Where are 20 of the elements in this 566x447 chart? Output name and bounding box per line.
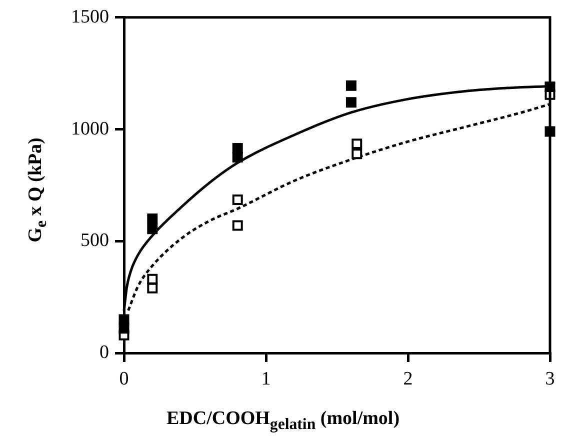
point bbox=[147, 224, 158, 234]
point bbox=[352, 138, 362, 150]
point bbox=[352, 148, 362, 160]
point bbox=[118, 323, 130, 334]
x-axis-title: EDC/COOH$_{gelatin}$ (mol/mol) bbox=[165, 408, 401, 434]
point bbox=[346, 80, 356, 91]
x-tick-label: 2 bbox=[403, 368, 413, 390]
y-tick-label: 1000 bbox=[71, 118, 109, 140]
point bbox=[346, 97, 356, 108]
point bbox=[232, 220, 243, 231]
point bbox=[147, 214, 158, 224]
x-tick-label: 0 bbox=[119, 368, 129, 390]
x-tick-label: 1 bbox=[261, 368, 271, 390]
y-tick-label: 500 bbox=[80, 230, 109, 252]
point bbox=[232, 152, 243, 162]
point bbox=[232, 194, 243, 205]
point bbox=[147, 282, 158, 294]
y-tick-label: 0 bbox=[100, 342, 109, 363]
y-tick-label: 1500 bbox=[71, 6, 109, 28]
x-tick-label: 3 bbox=[545, 368, 555, 390]
